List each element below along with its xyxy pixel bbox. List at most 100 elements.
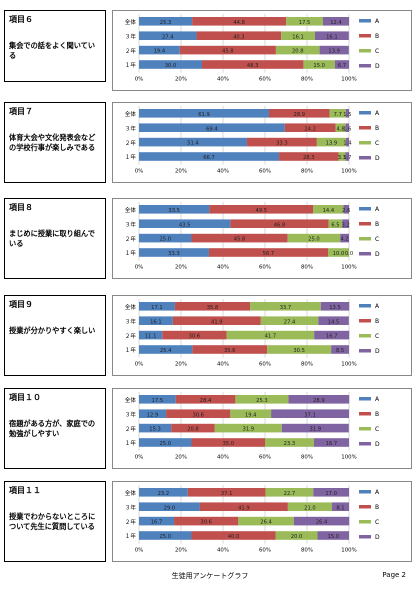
data-label: 4.2 — [340, 237, 348, 243]
legend-swatch-b — [359, 222, 371, 226]
data-label: 16.1 — [326, 34, 338, 40]
data-label: 46.8 — [274, 222, 286, 228]
data-label: 20.0 — [291, 534, 303, 540]
data-label: 6.7 — [338, 63, 346, 69]
data-label: 37.1 — [304, 412, 316, 418]
data-label: 37.1 — [221, 491, 233, 497]
data-label: 48.3 — [247, 63, 259, 69]
data-label: 40.3 — [233, 34, 245, 40]
bar-chart: 全体 23.2 37.1 22.7 17.0 ３年 29.0 41.9 21.0 8.1 ２年 16.… — [125, 485, 380, 554]
x-tick-label: 60% — [259, 77, 271, 83]
data-label: 11.1 — [145, 334, 157, 340]
category-label: 全体 — [125, 489, 137, 497]
chart-box: 全体 23.2 37.1 22.7 17.0 ３年 29.0 41.9 21.0 8.1 ２年 16.… — [112, 481, 412, 562]
bar-chart: 全体 17.1 35.8 33.7 13.5 ３年 16.1 41.9 27.4 14.5 ２年 11… — [125, 299, 380, 368]
bar-segment-d — [314, 31, 349, 40]
data-label: 16.7 — [326, 334, 338, 340]
x-tick-label: 80% — [301, 548, 313, 554]
category-label: １年 — [125, 61, 137, 69]
legend-label: B — [375, 33, 379, 40]
category-label: 全体 — [125, 18, 137, 26]
legend-swatch-d — [359, 349, 371, 353]
x-tick-label: 60% — [259, 265, 271, 271]
legend-label: D — [375, 348, 380, 355]
x-tick-label: 40% — [217, 548, 229, 554]
x-tick-label: 100% — [341, 265, 356, 271]
bar-segment-c — [287, 233, 341, 243]
bar-segment-c — [328, 219, 343, 228]
x-tick-label: 0% — [135, 455, 144, 461]
category-label: ３年 — [125, 503, 137, 511]
item-description: 集会での話をよく聞いている — [9, 41, 96, 60]
bar-segment-c — [226, 330, 315, 340]
bar-segment-a — [139, 219, 231, 228]
data-label: 28.3 — [303, 155, 315, 161]
bar-segment-d — [318, 316, 349, 325]
data-label: 16.1 — [292, 34, 304, 40]
data-label: 25.0 — [159, 534, 171, 540]
data-label: 14.4 — [323, 208, 335, 214]
data-label: 33.7 — [280, 305, 292, 311]
bar-segment-d — [288, 395, 350, 404]
data-label: 13.5 — [329, 305, 341, 311]
chart-box: 全体 17.1 35.8 33.7 13.5 ３年 16.1 41.9 27.4 14.5 ２年 11… — [112, 295, 412, 376]
category-label: ３年 — [125, 32, 137, 40]
data-label: 1.7 — [343, 155, 351, 161]
legend-swatch-a — [359, 207, 371, 211]
bar-segment-d — [343, 205, 349, 214]
data-label: 25.0 — [159, 441, 171, 447]
bar-chart: 全体 25.3 44.8 17.5 12.4 ３年 27.4 40.3 16.1 16.1 ２年 19… — [125, 14, 380, 83]
bar-segment-c — [338, 152, 346, 161]
data-label: 33.3 — [276, 141, 288, 147]
data-label: 13.9 — [328, 49, 340, 55]
bar-segment-a — [139, 109, 269, 118]
bar-segment-b — [172, 316, 261, 325]
bar-segment-a — [139, 302, 175, 311]
data-label: 30.5 — [293, 348, 305, 354]
category-label: ２年 — [125, 332, 137, 340]
bar-chart: 全体 17.5 28.4 25.3 28.9 ３年 12.9 30.6 19.4 37.1 ２年 15… — [125, 392, 380, 461]
legend-swatch-d — [359, 252, 371, 256]
data-label: 56.7 — [263, 251, 275, 257]
x-tick-label: 80% — [301, 169, 313, 175]
bar-segment-b — [246, 137, 317, 147]
bar-segment-b — [192, 345, 268, 354]
chart-box: 全体 17.5 28.4 25.3 28.9 ３年 12.9 30.6 19.4 37.1 ２年 15… — [112, 388, 412, 469]
category-label: １年 — [125, 532, 137, 540]
data-label: 21.0 — [304, 505, 316, 511]
data-label: 25.3 — [160, 20, 172, 26]
item-box: 項目７ 体育大会や文化発表会などの学校行事が楽しみである — [4, 102, 106, 183]
item-description: 宿題がある方が、家庭での勉強がしやすい — [9, 419, 96, 438]
data-label: 17.1 — [151, 305, 163, 311]
bar-segment-b — [162, 330, 227, 340]
item-description: まじめに授業に取り組んでいる — [9, 229, 95, 248]
x-tick-label: 80% — [301, 455, 313, 461]
bar-segment-a — [139, 152, 280, 161]
data-label: 6.5 — [331, 222, 339, 228]
data-label: 26.4 — [260, 520, 272, 526]
data-label: 7.7 — [334, 112, 342, 118]
bar-segment-b — [191, 438, 265, 447]
x-tick-label: 40% — [217, 265, 229, 271]
data-label: 15.0 — [313, 63, 325, 69]
data-label: 40.0 — [228, 534, 240, 540]
data-label: 25.0 — [308, 237, 320, 243]
data-label: 14.5 — [328, 319, 340, 325]
x-tick-label: 0% — [135, 362, 144, 368]
data-label: 17.5 — [299, 20, 311, 26]
bar-segment-c — [238, 516, 294, 526]
x-tick-label: 0% — [135, 548, 144, 554]
legend-label: C — [375, 333, 379, 340]
category-label: ３年 — [125, 317, 137, 325]
data-label: 16.7 — [326, 441, 338, 447]
x-tick-label: 20% — [175, 548, 187, 554]
item-description: 授業でわからないところについて先生に質問している — [9, 512, 96, 531]
bar-segment-b — [191, 233, 288, 243]
data-label: 41.7 — [265, 334, 277, 340]
bar-segment-c — [281, 31, 315, 40]
bar-segment-c — [260, 316, 319, 325]
item-box: 項目８ まじめに授業に取り組んでいる — [4, 198, 106, 279]
item-box: 項目６ 集会での話をよく聞いている — [4, 10, 106, 82]
bar-segment-d — [271, 409, 349, 418]
data-label: 26.4 — [316, 520, 328, 526]
